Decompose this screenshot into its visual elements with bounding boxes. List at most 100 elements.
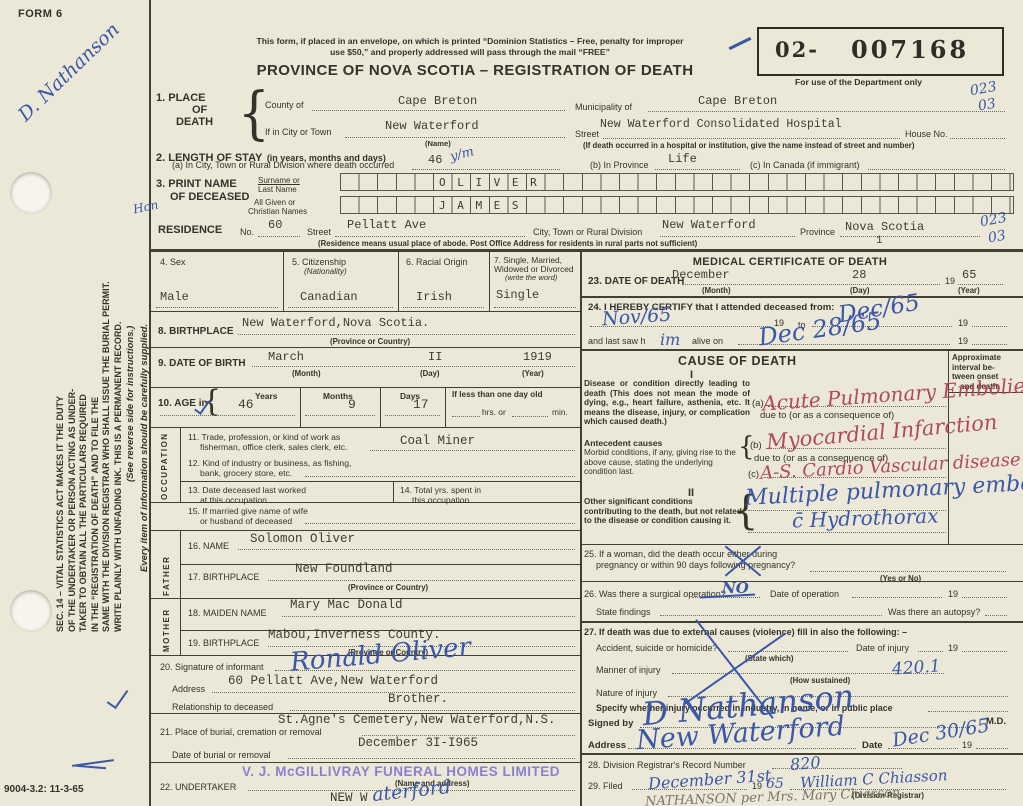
- s27-injdate-label: Date of injury: [856, 643, 910, 653]
- racial-origin-label: 6. Racial Origin: [406, 257, 468, 267]
- margin-divider: [149, 0, 151, 806]
- dotted-line: [305, 522, 575, 524]
- cause-c-label: (c): [748, 469, 760, 480]
- mail-notice-line1: This form, if placed in an envelope, on …: [256, 36, 684, 46]
- cause-disease-label: Disease or condition directly leading to…: [584, 379, 750, 427]
- s1-brace: {: [238, 79, 270, 147]
- certify-19a: 19: [774, 318, 785, 328]
- city-label: If in City or Town: [265, 127, 332, 137]
- sex-value: Male: [160, 290, 189, 304]
- s27-nature-label: Nature of injury: [596, 688, 658, 698]
- s27-code: 420.1: [891, 656, 942, 680]
- mail-notice: This form, if placed in an envelope, on …: [205, 36, 735, 58]
- dotted-line: [976, 747, 1008, 749]
- dotted-line: [985, 614, 1007, 616]
- marital-value: Single: [496, 288, 540, 302]
- lastsaw-label-2: alive on: [692, 336, 724, 346]
- dotted-line: [655, 168, 740, 170]
- mother-bp-value: Mabou,Inverness County.: [268, 628, 441, 642]
- dob-month: March: [268, 350, 305, 364]
- age-hrs-label: hrs. or: [482, 407, 506, 417]
- death-19: 19: [945, 276, 956, 286]
- dotted-line: [238, 333, 575, 335]
- cause-due1: due to (or as a consequence of): [760, 410, 895, 421]
- statute-line: SAME WITH THE DIVISION REGISTRAR WHO SHA…: [101, 281, 111, 632]
- s25-sub: (Yes or No): [880, 574, 922, 583]
- s26-autopsy-label: Was there an autopsy?: [888, 607, 981, 617]
- dotted-line: [156, 306, 278, 308]
- informant-address-value: 60 Pellatt Ave,New Waterford: [228, 674, 439, 688]
- death-year: 65: [962, 268, 977, 282]
- mother-strip-divider: [180, 598, 181, 655]
- statute-line: OF THE UNDERTAKER OR PERSON ACTING AS UN…: [66, 388, 77, 632]
- md-label: M.D.: [986, 716, 1007, 727]
- surname-value: OLIVER: [439, 176, 549, 189]
- dotted-line: [648, 110, 1005, 112]
- mail-notice-line2: use $50,” and properly addressed will pa…: [330, 47, 610, 57]
- medical-title: MEDICAL CERTIFICATE OF DEATH: [692, 256, 888, 268]
- surname-boxes: [340, 173, 1014, 191]
- cell-divider: [380, 388, 381, 428]
- residence-code-c: 1: [876, 235, 883, 247]
- row-line: [150, 311, 580, 313]
- margin-signature: D. Nathanson: [14, 18, 124, 126]
- given-boxes: [340, 196, 1014, 214]
- father-name-value: Solomon Oliver: [250, 532, 356, 546]
- dotted-line: [590, 325, 770, 327]
- s26-date-label: Date of operation: [770, 589, 840, 599]
- cause-due2: due to (or as a consequence of): [754, 453, 889, 464]
- cause-b-brace: {: [738, 432, 755, 462]
- s2a-label: (a) In City, Town or Rural Division wher…: [172, 160, 395, 170]
- cause-other-brace: {: [733, 488, 759, 534]
- county-value: Cape Breton: [398, 94, 478, 108]
- dotted-line: [640, 726, 970, 728]
- given-label-2: Christian Names: [248, 207, 308, 216]
- burial-date-value: December 3I-I965: [358, 736, 479, 750]
- cell-divider: [283, 252, 284, 312]
- dotted-line: [512, 415, 548, 417]
- cause-part1: I: [690, 369, 694, 381]
- sign-date-value: Dec 30/65: [890, 714, 992, 752]
- age-years-value: 46: [238, 397, 254, 412]
- margin-statute: SEC. 14 – VITAL STATISTICS ACT MAKES IT …: [55, 166, 151, 632]
- s25-label-2: pregnancy or within 90 days following pr…: [596, 560, 796, 570]
- dotted-line: [282, 615, 575, 617]
- interval-line: tween onset: [952, 372, 999, 381]
- print-code: 9004-3.2: 11-3-65: [4, 784, 84, 795]
- undertaker-typed: NEW W: [330, 791, 368, 805]
- mother-name-label: 18. MAIDEN NAME: [188, 608, 267, 618]
- row-line: [180, 481, 580, 482]
- burial-place-label: 21. Place of burial, cremation or remova…: [160, 727, 322, 737]
- sign-19: 19: [962, 740, 973, 750]
- informant-label: 20. Signature of informant: [160, 662, 264, 672]
- father-bp-sub: (Province or Country): [348, 583, 429, 592]
- hole-punch-top: [10, 172, 52, 214]
- s3-label-1: 3. PRINT NAME: [156, 178, 237, 190]
- dotted-line: [628, 747, 856, 749]
- row-line: [150, 427, 580, 429]
- death-day: 28: [852, 268, 867, 282]
- death-day-sub: (Day): [850, 286, 870, 295]
- dotted-line: [728, 650, 848, 652]
- check-mark: [106, 684, 129, 710]
- page-title: PROVINCE OF NOVA SCOTIA – REGISTRATION O…: [256, 62, 694, 79]
- father-strip-divider: [180, 530, 181, 600]
- age-brace: {: [202, 384, 222, 419]
- occ-12-label-1: 12. Kind of industry or business, as fis…: [188, 458, 352, 468]
- row-line: [581, 349, 1023, 351]
- residence-prov-value: Nova Scotia: [845, 220, 925, 234]
- dotted-line: [335, 235, 525, 237]
- s1-label-2: OF: [192, 104, 208, 116]
- dotted-line: [772, 767, 902, 769]
- relationship-label: Relationship to deceased: [172, 702, 274, 712]
- age-months-label: Months: [323, 391, 353, 401]
- residence-label: RESIDENCE: [158, 224, 223, 236]
- occ-14-label-2: this occupation: [412, 495, 470, 505]
- s27-manner-label: Manner of injury: [596, 665, 661, 675]
- dob-year-sub: (Year): [522, 369, 544, 378]
- father-vertical-label: FATHER: [162, 555, 171, 596]
- dotted-line: [950, 137, 1005, 139]
- interval-line: Approximate: [952, 353, 1001, 362]
- interval-header: Approximate interval be- tween onset and…: [952, 353, 1022, 391]
- row-line: [150, 502, 580, 504]
